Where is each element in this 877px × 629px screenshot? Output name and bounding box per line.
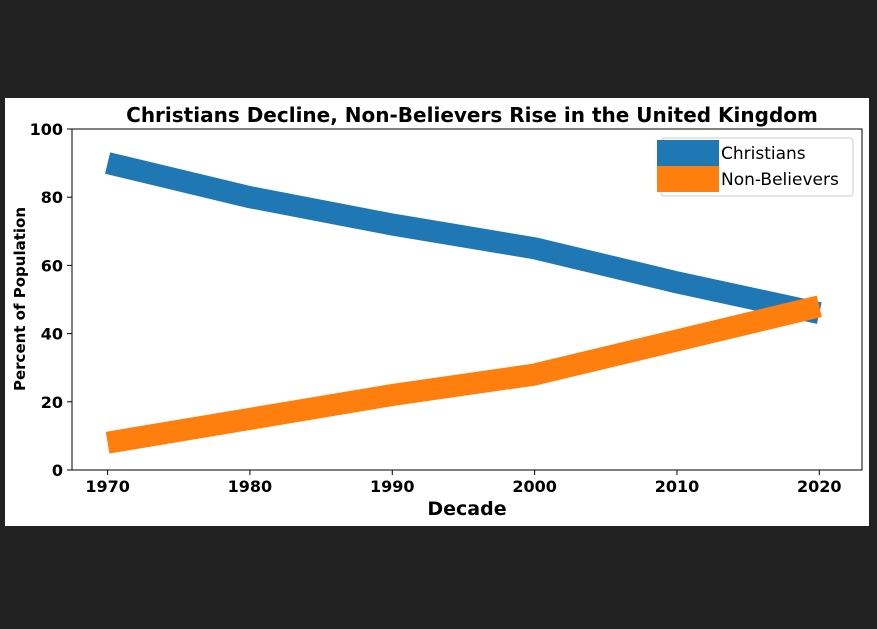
x-tick-label: 2000 xyxy=(512,477,557,496)
legend-label-christians: Christians xyxy=(721,144,806,164)
y-tick-label: 0 xyxy=(52,461,63,480)
y-tick-label: 80 xyxy=(41,188,63,207)
series-line-non-believers xyxy=(105,295,822,454)
y-tick-label: 60 xyxy=(41,256,63,275)
series-layer xyxy=(105,152,822,454)
x-axis-label: Decade xyxy=(427,498,506,520)
y-tick-label: 20 xyxy=(41,393,63,412)
series-line-christians xyxy=(105,152,822,324)
y-axis-ticks: 0 20 40 60 80 100 xyxy=(30,120,72,480)
legend-swatch-christians xyxy=(657,140,719,166)
x-tick-label: 2010 xyxy=(655,477,700,496)
chart-title: Christians Decline, Non-Believers Rise i… xyxy=(126,103,818,127)
y-axis-label: Percent of Population xyxy=(11,207,29,391)
chart-frame: Christians Decline, Non-Believers Rise i… xyxy=(5,98,869,526)
legend-label-non-believers: Non-Believers xyxy=(721,170,839,190)
x-tick-label: 2020 xyxy=(797,477,842,496)
legend: Christians Non-Believers xyxy=(657,137,854,197)
y-tick-label: 40 xyxy=(41,325,63,344)
x-tick-label: 1990 xyxy=(370,477,415,496)
legend-swatch-non-believers xyxy=(657,166,719,192)
y-tick-label: 100 xyxy=(30,120,63,139)
x-tick-label: 1970 xyxy=(85,477,130,496)
x-axis-ticks: 1970 1980 1990 2000 2010 2020 xyxy=(85,470,842,496)
line-chart: Christians Decline, Non-Believers Rise i… xyxy=(11,103,863,520)
x-tick-label: 1980 xyxy=(228,477,273,496)
